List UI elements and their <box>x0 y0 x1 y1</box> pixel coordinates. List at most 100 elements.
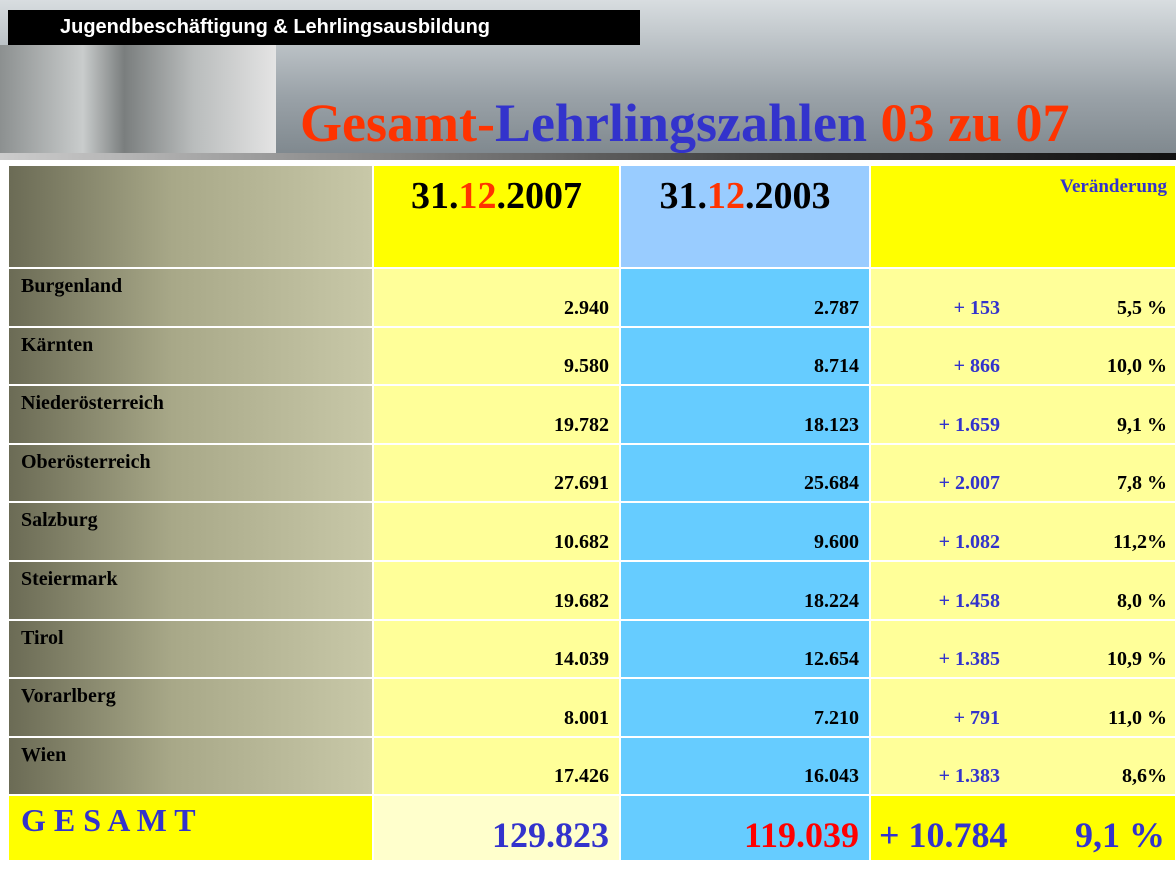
value-cell: 17.426 <box>373 736 620 796</box>
value-cell: + 791 11,0 % <box>870 678 1176 737</box>
value-2007: 27.691 <box>554 472 609 495</box>
value-2007: 2.940 <box>564 296 609 319</box>
change-pct: 8,0 % <box>1117 589 1167 612</box>
change-pct: 8,6% <box>1122 765 1167 788</box>
photo-strip <box>0 45 276 155</box>
value-cell: + 866 10,0 % <box>870 326 1176 386</box>
total-change-abs: + 10.784 <box>879 815 1008 856</box>
value-cell: 8.714 <box>620 326 870 386</box>
row-label: Vorarlberg <box>21 685 116 708</box>
value-cell: + 153 5,5 % <box>870 268 1176 327</box>
row-label-cell: Burgenland <box>8 268 373 327</box>
total-label: G E S A M T <box>21 802 196 839</box>
value-2007: 19.782 <box>554 413 609 436</box>
change-pct: 10,9 % <box>1107 648 1167 671</box>
value-2003: 16.043 <box>804 765 859 788</box>
value-2003: 18.224 <box>804 589 859 612</box>
header-cell: 31.12.2003 <box>620 165 870 268</box>
change-pct: 11,0 % <box>1108 706 1167 729</box>
value-cell: 16.043 <box>620 736 870 796</box>
value-cell: + 1.458 8,0 % <box>870 561 1176 620</box>
change-abs: + 791 <box>953 706 1000 729</box>
divider <box>0 153 1176 160</box>
total-cell: + 10.784 9,1 % <box>870 795 1176 862</box>
change-abs: + 2.007 <box>938 472 1000 495</box>
value-cell: + 1.383 8,6% <box>870 736 1176 796</box>
change-pct: 10,0 % <box>1107 355 1167 378</box>
date-part: 31. <box>659 175 708 217</box>
row-label: Steiermark <box>21 568 118 590</box>
total-cell: 119.039 <box>620 795 870 862</box>
row-label-cell: Vorarlberg <box>8 678 373 737</box>
change-pct: 5,5 % <box>1117 296 1167 319</box>
total-change-pct: 9,1 % <box>1075 815 1165 856</box>
change-abs: + 1.385 <box>938 648 1000 671</box>
value-cell: 14.039 <box>373 619 620 679</box>
total-value: 119.039 <box>743 815 859 856</box>
row-label-cell: Tirol <box>8 619 373 679</box>
row-label: Niederösterreich <box>21 392 164 415</box>
change-abs: + 1.458 <box>938 589 1000 612</box>
row-label-cell: Niederösterreich <box>8 385 373 444</box>
value-cell: 25.684 <box>620 443 870 503</box>
value-2007: 14.039 <box>554 648 609 671</box>
header-date: 31.12.2003 <box>621 174 869 218</box>
banner: Jugendbeschäftigung & Lehrlingsausbildun… <box>8 10 640 45</box>
change-abs: + 1.082 <box>938 530 1000 553</box>
change-abs: + 866 <box>953 355 1000 378</box>
header-cell: Veränderung <box>870 165 1176 268</box>
value-cell: + 2.007 7,8 % <box>870 443 1176 503</box>
value-2003: 25.684 <box>804 472 859 495</box>
row-label: Tirol <box>21 626 64 649</box>
header-date: 31.12.2007 <box>374 174 619 218</box>
title: Gesamt-Lehrlingszahlen 03 zu 07 <box>300 92 1069 154</box>
value-2007: 17.426 <box>554 765 609 788</box>
value-cell: 27.691 <box>373 443 620 503</box>
row-label: Wien <box>21 743 67 766</box>
row-label: Oberösterreich <box>21 450 151 473</box>
title-part: 03 zu 07 <box>880 93 1070 153</box>
value-cell: 2.940 <box>373 268 620 327</box>
value-cell: 9.580 <box>373 326 620 386</box>
title-part: Lehrlingszahlen <box>494 93 867 153</box>
row-label: Kärnten <box>21 333 94 356</box>
row-label: Salzburg <box>21 509 98 532</box>
total-cell: G E S A M T <box>8 795 373 862</box>
value-cell: + 1.659 9,1 % <box>870 385 1176 444</box>
change-pct: 7,8 % <box>1117 472 1167 495</box>
value-2003: 12.654 <box>804 648 859 671</box>
date-part: .2003 <box>745 175 831 217</box>
value-cell: 18.224 <box>620 561 870 620</box>
value-2007: 10.682 <box>554 530 609 553</box>
value-cell: 2.787 <box>620 268 870 327</box>
value-cell: + 1.385 10,9 % <box>870 619 1176 679</box>
value-cell: 9.600 <box>620 502 870 561</box>
row-label-cell: Oberösterreich <box>8 443 373 503</box>
row-label-cell: Wien <box>8 736 373 796</box>
value-cell: 19.782 <box>373 385 620 444</box>
value-2003: 7.210 <box>814 706 859 729</box>
row-label-cell: Salzburg <box>8 502 373 561</box>
row-label: Burgenland <box>21 275 123 297</box>
value-2007: 8.001 <box>564 706 609 729</box>
change-pct: 11,2% <box>1113 530 1167 553</box>
title-part: Gesamt- <box>300 93 495 153</box>
value-cell: 12.654 <box>620 619 870 679</box>
value-2003: 2.787 <box>814 296 859 319</box>
value-cell: 10.682 <box>373 502 620 561</box>
date-part: .2007 <box>496 175 583 217</box>
value-2003: 9.600 <box>814 530 859 553</box>
value-cell: + 1.082 11,2% <box>870 502 1176 561</box>
value-2003: 18.123 <box>804 413 859 436</box>
value-cell: 19.682 <box>373 561 620 620</box>
total-cell: 129.823 <box>373 795 620 862</box>
date-part: 12 <box>707 175 745 217</box>
change-abs: + 1.659 <box>938 413 1000 436</box>
value-cell: 8.001 <box>373 678 620 737</box>
value-cell: 18.123 <box>620 385 870 444</box>
row-label-cell: Kärnten <box>8 326 373 386</box>
total-value: 129.823 <box>492 815 609 856</box>
value-2007: 9.580 <box>564 355 609 378</box>
header-cell: 31.12.2007 <box>373 165 620 268</box>
